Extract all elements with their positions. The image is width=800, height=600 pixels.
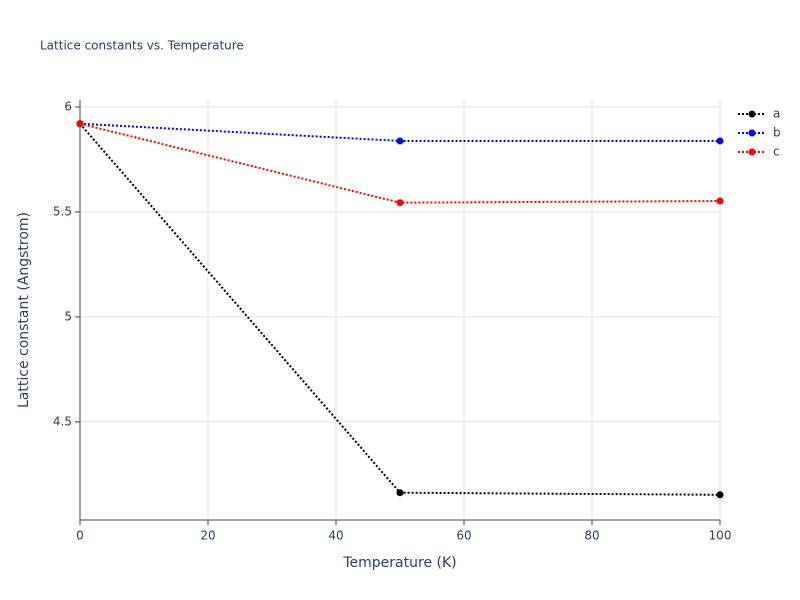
x-tick-label: 100 — [709, 529, 732, 543]
data-point — [716, 491, 724, 499]
y-axis-label: Lattice constant (Angstrom) — [16, 212, 32, 408]
legend-marker — [748, 110, 756, 118]
data-point — [396, 199, 404, 207]
legend-marker — [748, 129, 756, 137]
data-point — [716, 137, 724, 145]
legend-marker — [748, 148, 756, 156]
y-tick-label: 5.5 — [53, 204, 72, 218]
x-tick-label: 40 — [328, 529, 343, 543]
data-point — [76, 120, 84, 128]
x-axis-label: Temperature (K) — [342, 555, 456, 571]
data-point — [396, 489, 404, 497]
series-line — [79, 123, 721, 496]
y-tick-label: 4.5 — [53, 414, 72, 428]
x-tick-label: 80 — [584, 529, 599, 543]
data-point — [716, 197, 724, 205]
y-tick-label: 5 — [64, 309, 72, 323]
legend-label: b — [773, 126, 781, 140]
legend-label: c — [773, 145, 780, 159]
series-line — [79, 122, 721, 204]
legend-label: a — [773, 107, 780, 121]
x-tick-label: 20 — [200, 529, 215, 543]
y-tick-label: 6 — [64, 99, 72, 113]
data-point — [396, 137, 404, 145]
x-tick-label: 0 — [76, 529, 84, 543]
x-tick-label: 60 — [456, 529, 471, 543]
chart-title: Lattice constants vs. Temperature — [40, 39, 244, 53]
